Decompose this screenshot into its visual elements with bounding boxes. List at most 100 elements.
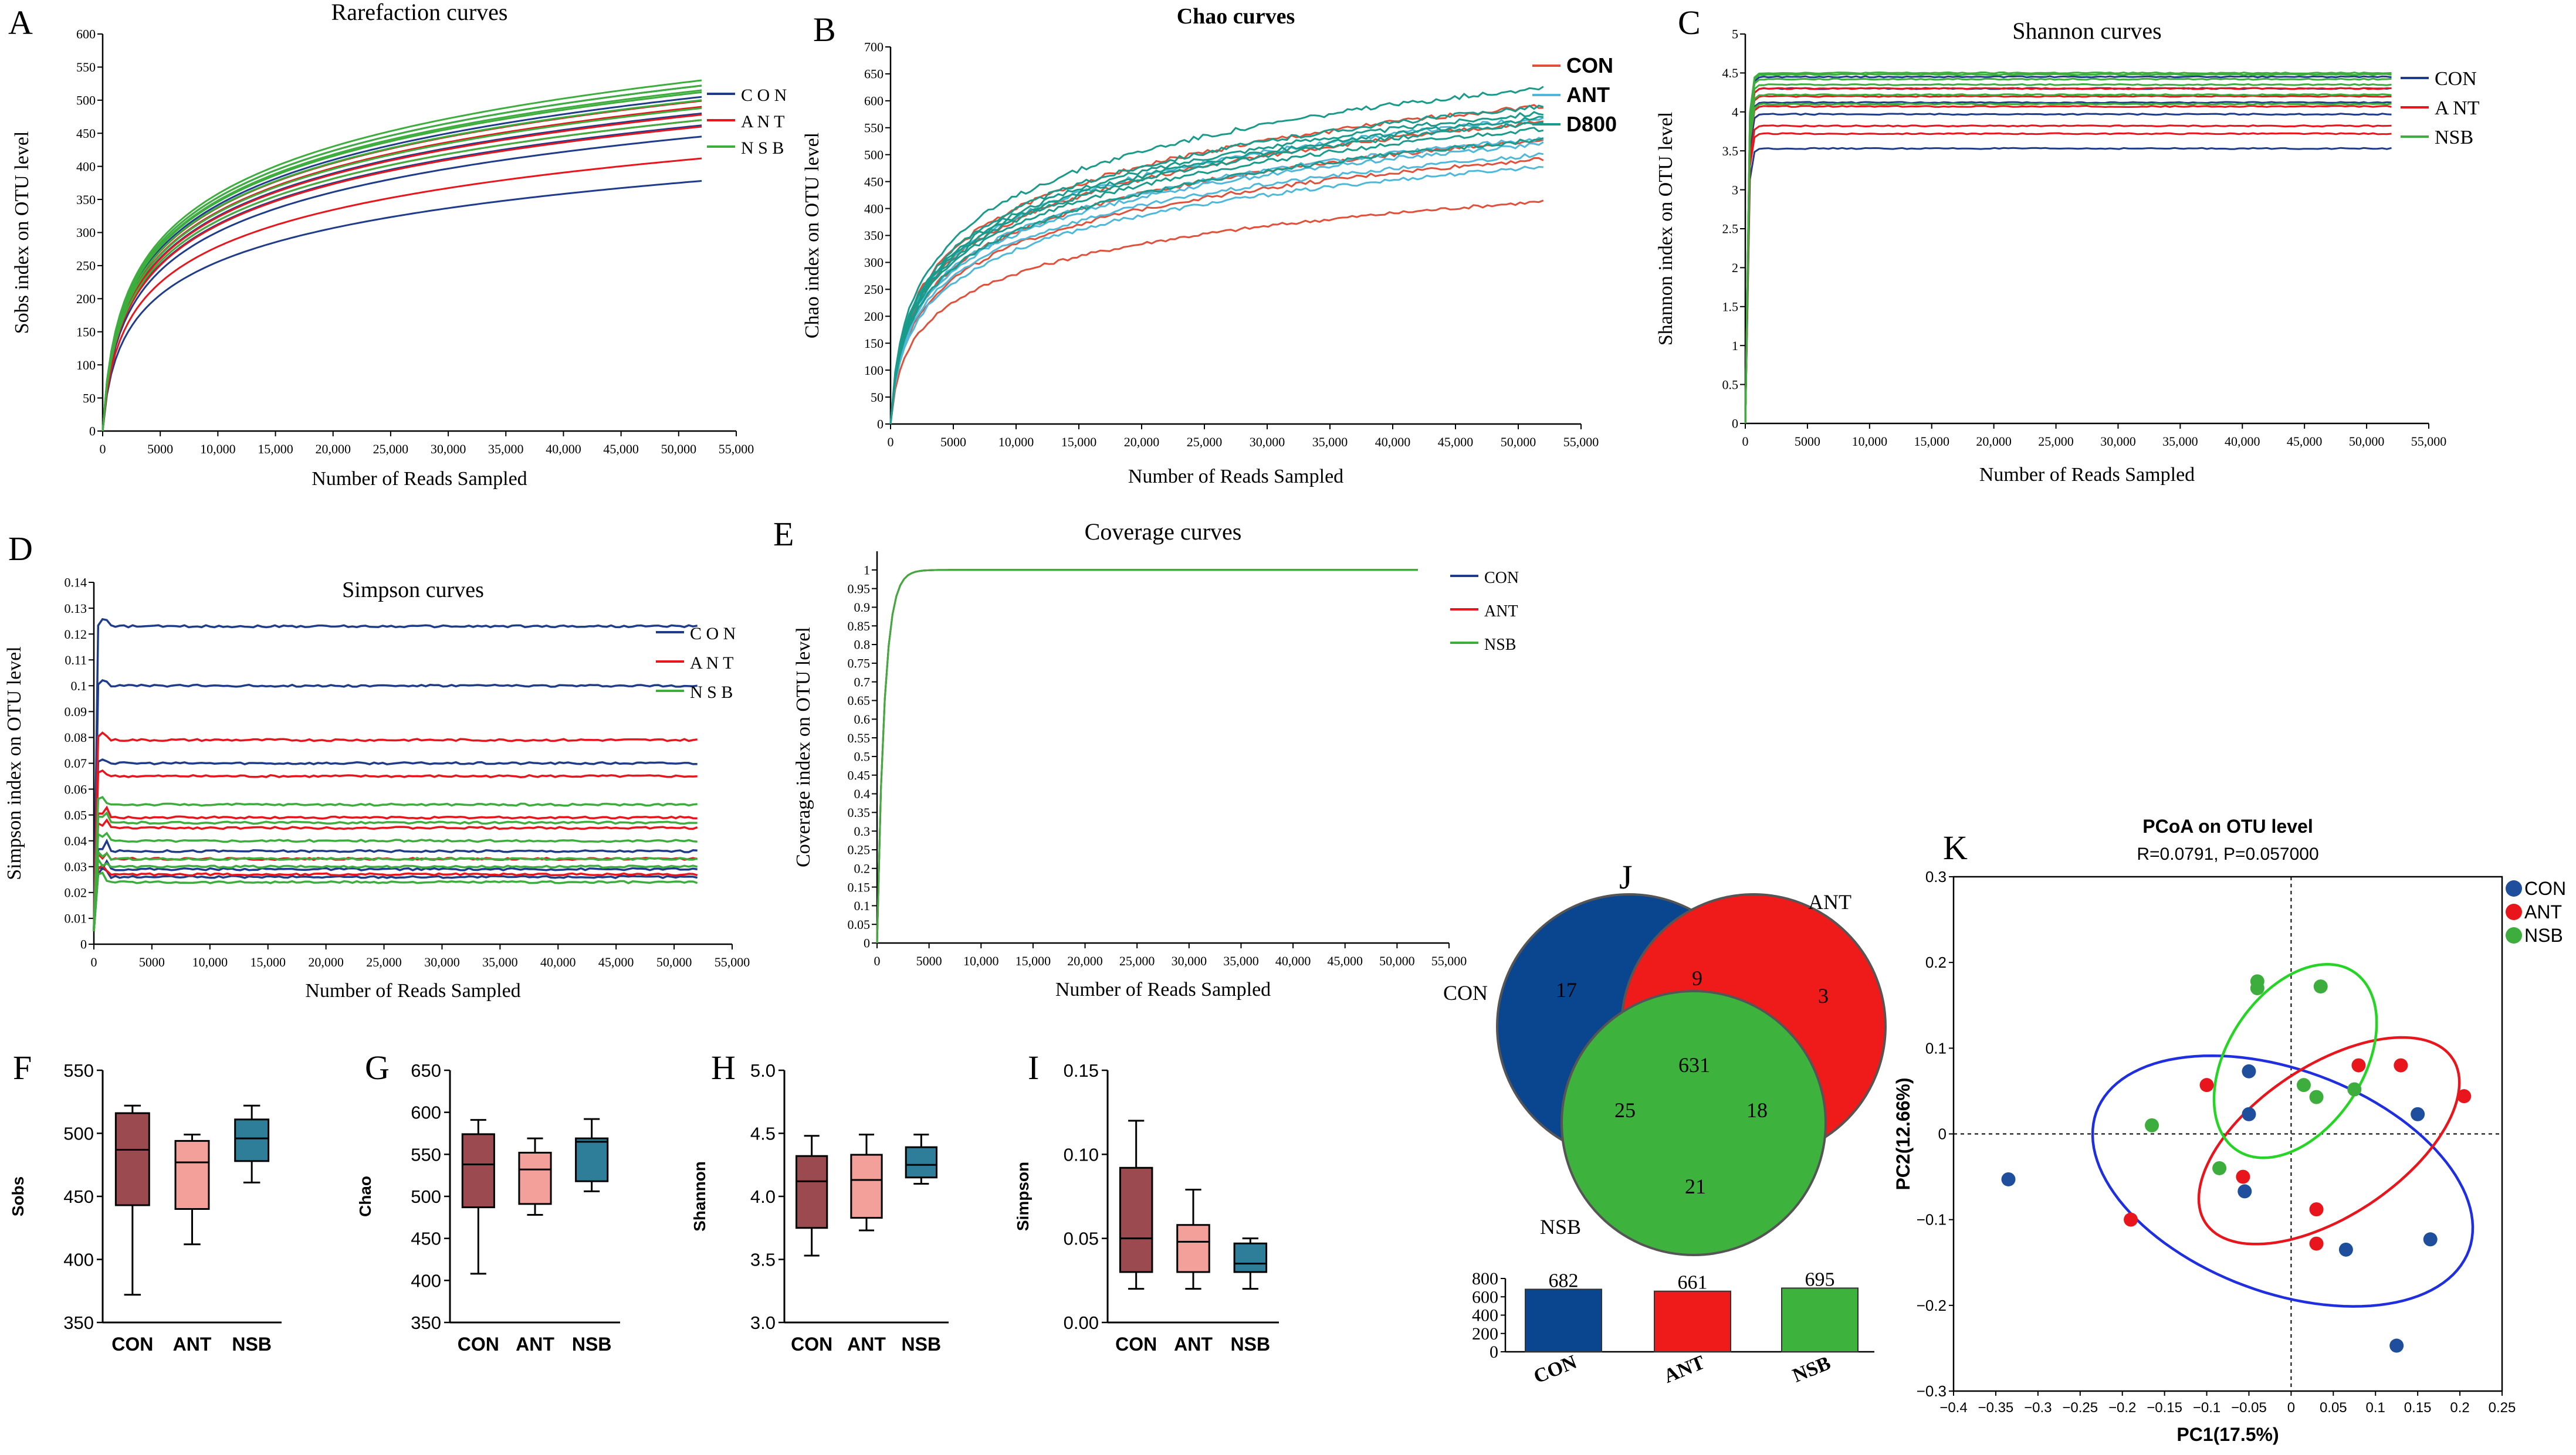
y-tick-label: 0.01 xyxy=(65,911,87,926)
data-point-nsb xyxy=(2296,1078,2311,1093)
y-tick-label: 4 xyxy=(1732,105,1738,120)
y-tick-label: 650 xyxy=(864,67,884,82)
y-tick-label: 700 xyxy=(864,40,884,55)
x-tick-label: 10,000 xyxy=(963,954,999,968)
y-tick-label: 300 xyxy=(76,225,96,240)
series-line-con xyxy=(889,199,1544,425)
y-tick-label: 0.13 xyxy=(65,601,87,616)
y-tick-label: 0.45 xyxy=(848,768,871,782)
venn-count-nsb-only: 21 xyxy=(1685,1175,1706,1198)
x-tick-label: −0.1 xyxy=(2193,1400,2220,1416)
data-point-nsb xyxy=(2212,1161,2227,1175)
bar-category-label: ANT xyxy=(1661,1352,1708,1388)
y-axis-label: Shannon index on OTU level xyxy=(1655,112,1677,346)
x-tick-label: 35,000 xyxy=(482,955,518,969)
x-tick-label: 40,000 xyxy=(546,442,581,456)
panel-letter-k: K xyxy=(1943,829,1968,867)
series-line-ant xyxy=(876,569,1418,944)
legend-label: N S B xyxy=(690,683,733,702)
series-line-nsb xyxy=(93,856,698,932)
bar-ant xyxy=(1654,1290,1731,1352)
y-tick-label: 650 xyxy=(411,1060,441,1081)
y-tick-label: 2 xyxy=(1732,260,1738,275)
legend-label: CON xyxy=(1566,53,1613,77)
y-tick-label: 0.85 xyxy=(848,619,871,633)
y-tick-label: 0.2 xyxy=(854,861,871,876)
series-line-ant xyxy=(1744,94,2392,424)
bar-category-label: NSB xyxy=(1789,1352,1833,1387)
series-line-ant xyxy=(889,137,1544,425)
bar-nsb xyxy=(1781,1287,1859,1352)
y-axis-label: Sobs index on OTU level xyxy=(11,131,33,334)
series-line-d800 xyxy=(889,111,1544,425)
y-tick-label: 450 xyxy=(411,1229,441,1249)
y-tick-label: 550 xyxy=(63,1060,94,1081)
y-tick-label: 0.25 xyxy=(848,843,871,857)
data-point-con xyxy=(2001,1172,2016,1186)
series-line-d800 xyxy=(889,116,1543,425)
x-tick-label: CON xyxy=(458,1334,499,1355)
y-tick-label: 0.7 xyxy=(854,674,871,689)
y-tick-label: 1.5 xyxy=(1722,300,1739,314)
y-tick-label: 0.8 xyxy=(854,637,871,652)
y-tick-label: 0.08 xyxy=(65,730,87,745)
series-line-nsb xyxy=(1744,71,2392,424)
legend-label: NSB xyxy=(2435,127,2473,148)
venn-count-ant-nsb: 18 xyxy=(1746,1098,1768,1122)
y-axis-label: PC2(12.66%) xyxy=(1893,1077,1914,1190)
y-tick-label: 0.09 xyxy=(65,704,87,719)
x-tick-label: 45,000 xyxy=(1327,954,1363,968)
data-point-nsb xyxy=(2145,1118,2159,1132)
series-line-ant xyxy=(93,769,698,932)
x-tick-label: 25,000 xyxy=(366,955,402,969)
series-line-con xyxy=(93,679,698,932)
y-tick-label: 0.07 xyxy=(65,756,87,771)
data-point-nsb xyxy=(2309,1090,2324,1104)
box-nsb xyxy=(905,1146,937,1179)
y-axis-label: Simpson xyxy=(1014,1162,1032,1231)
series-line-nsb xyxy=(101,91,702,432)
panel-c-shannon: 0 5000 10,000 15,000 20,000 25,000 30,000 35,00… xyxy=(1655,18,2480,486)
series-line-d800 xyxy=(889,127,1544,425)
y-tick-label: 400 xyxy=(411,1270,441,1291)
x-tick-label: 15,000 xyxy=(258,442,293,456)
box-con xyxy=(461,1133,495,1209)
y-tick-label: 600 xyxy=(864,94,884,108)
x-tick-label: 0.2 xyxy=(2450,1400,2469,1416)
x-tick-label: 25,000 xyxy=(1187,435,1223,449)
box-nsb xyxy=(1233,1242,1268,1273)
x-tick-label: −0.05 xyxy=(2231,1400,2267,1416)
box-ant xyxy=(1176,1224,1210,1273)
x-tick-label: 5000 xyxy=(916,954,942,968)
panel-letter-g: G xyxy=(365,1049,390,1087)
legend-marker xyxy=(2506,880,2522,897)
x-tick-label: 50,000 xyxy=(2349,434,2385,449)
bar-con xyxy=(1525,1288,1602,1352)
y-tick-label: 0.04 xyxy=(65,833,87,848)
x-tick-label: 20,000 xyxy=(1124,435,1160,449)
bar-y-tick-label: 0 xyxy=(1490,1342,1498,1362)
x-tick-label: 10,000 xyxy=(1852,434,1888,449)
confidence-ellipse-nsb xyxy=(2212,963,2378,1159)
series-line-con xyxy=(93,866,698,932)
series-line-con xyxy=(101,124,702,432)
series-line-ant xyxy=(1744,104,2392,424)
x-tick-label: 40,000 xyxy=(2225,434,2260,449)
legend-marker xyxy=(2506,904,2522,920)
y-tick-label: 1 xyxy=(864,563,870,578)
bar-y-tick-label: 200 xyxy=(1472,1324,1498,1344)
x-tick-label: 50,000 xyxy=(661,442,697,456)
series-line-ant xyxy=(889,152,1544,425)
panel-f-sobs-box: 350 400 450 500 550 CON ANT NSB Sobs xyxy=(9,1060,282,1355)
y-tick-label: 0 xyxy=(89,424,96,439)
y-tick-label: 200 xyxy=(864,309,884,324)
series-line-nsb xyxy=(93,871,698,932)
y-tick-label: 0.4 xyxy=(854,786,871,801)
series-line-con xyxy=(1744,113,2392,424)
x-tick-label: 0 xyxy=(91,955,97,969)
y-tick-label: 3 xyxy=(1732,182,1738,197)
y-tick-label: 0.15 xyxy=(848,880,871,894)
chart-title: Shannon curves xyxy=(2012,18,2161,44)
y-tick-label: 0.1 xyxy=(71,679,87,693)
x-tick-label: 30,000 xyxy=(424,955,460,969)
